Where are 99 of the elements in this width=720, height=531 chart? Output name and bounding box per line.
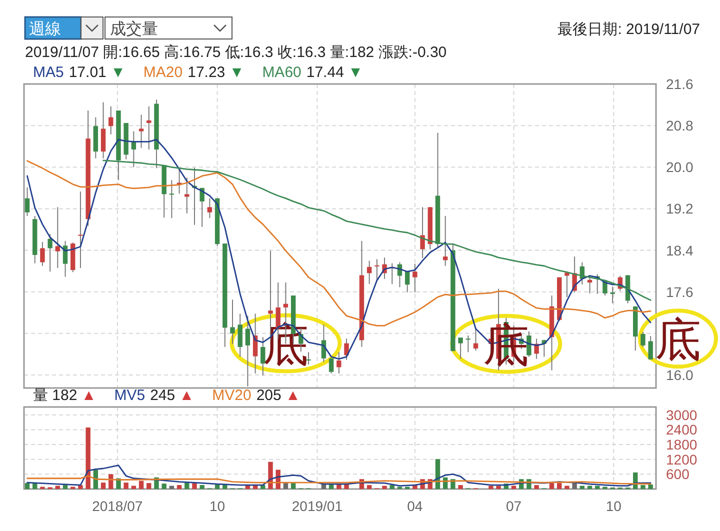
candlestick [100,102,106,159]
x-tick-label: 10 [210,498,226,514]
bar [390,485,394,489]
candlestick [24,186,30,216]
candlestick [458,337,463,360]
annotation: 底 [655,312,701,367]
candlestick [207,198,212,219]
y-tick-label: 17.6 [666,284,694,300]
bar [488,486,494,489]
bar [100,482,106,489]
x-tick-label: 04 [407,498,423,514]
text: MV20 [212,387,252,404]
x-tick-label: 07 [506,498,522,514]
bar [214,484,220,489]
annotation: 量 182 ▲ [33,387,96,404]
candlestick [640,331,646,348]
text: 17.23 ▼ [188,64,244,81]
bar [78,485,83,489]
candlestick [466,335,470,353]
y-tick-label: 20.8 [666,118,694,134]
y-tick-label: 20.0 [666,159,694,176]
bar [62,485,68,489]
candlestick [146,106,152,150]
x-tick-label: 10 [606,498,622,514]
candlestick [169,180,174,219]
text: MA5 [33,64,64,81]
bar [640,485,646,489]
y-tick-label: 19.2 [666,200,694,217]
candlestick [564,272,570,298]
candlestick [344,338,349,360]
text: 2019/11/07 開:16.65 高:16.75 低:16.3 收:16.3 量:182 漲跌:-0.30 [25,44,447,61]
bar [648,484,653,489]
y-tick-label: 1800 [666,436,698,453]
bar [382,486,387,489]
y-tick-label: 1200 [666,451,698,468]
text: 17.01 ▼ [68,64,126,81]
bar [124,482,128,489]
bar [572,483,577,489]
bar [200,485,204,489]
candlestick [374,258,380,281]
candlestick [108,106,114,135]
bar [192,483,197,489]
text: MA20 [143,64,183,81]
candlestick [648,336,653,360]
candlestick [48,234,52,272]
bar [549,483,554,489]
y-tick-label: 18.4 [666,242,694,258]
y-tick-label: 21.6 [666,76,694,92]
candlestick [230,299,235,344]
candlestick [412,263,418,293]
bar [86,428,90,489]
bar [564,486,570,489]
x-tick-label: 2018/07 [92,498,143,514]
candlestick [298,328,304,352]
candlestick [602,279,608,296]
bar [556,483,562,489]
x-tick-label: 2019/01 [292,498,343,514]
candlestick [55,206,60,268]
candlestick [40,241,45,266]
y-tick-label: 3000 [666,406,698,423]
candlestick [473,328,478,352]
text: 週線 [29,21,61,38]
candlestick [420,206,425,259]
candlestick [610,286,615,304]
y-tick-label: 16.0 [666,367,694,384]
annotation: 245 ▲ [150,387,194,404]
bar [366,485,372,489]
text: MA60 [262,64,302,81]
candlestick [587,275,592,294]
candlestick [306,352,311,366]
bar [534,485,539,489]
bar [138,480,144,489]
text: 17.44 ▼ [306,64,363,81]
bar [496,486,501,489]
bar [146,483,152,489]
line-series [26,475,652,485]
bar [24,483,30,489]
candlestick [184,177,190,214]
text: 最後日期: 2019/11/07 [558,21,700,38]
candlestick [78,191,83,268]
candlestick [260,336,266,376]
annotation: 205 ▲ [256,387,300,404]
y-tick-label: 600 [666,466,690,482]
y-tick-label: 2400 [666,422,698,438]
candlestick [336,352,342,374]
candlestick [366,260,372,285]
text: 成交量 [110,20,158,38]
candlestick [404,271,410,293]
bar [176,485,182,489]
candlestick [245,315,250,387]
candlestick [328,358,334,374]
text: MV5 [114,387,146,404]
candlestick [200,187,204,228]
bar [162,484,166,489]
candlestick [442,215,448,266]
candlestick [238,313,242,358]
candlestick [138,114,144,148]
line-series [26,464,652,486]
bar [458,485,463,489]
